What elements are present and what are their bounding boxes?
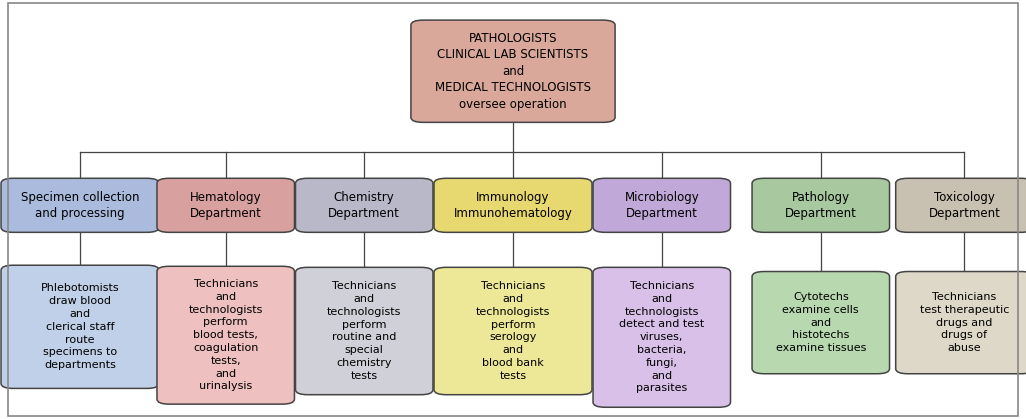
Text: Technicians
and
technologists
perform
routine and
special
chemistry
tests: Technicians and technologists perform ro… [327,281,401,381]
FancyBboxPatch shape [593,178,731,232]
Text: Phlebotomists
draw blood
and
clerical staff
route
specimens to
departments: Phlebotomists draw blood and clerical st… [41,283,119,370]
FancyBboxPatch shape [1,178,159,232]
Text: Hematology
Department: Hematology Department [190,191,262,220]
Text: Technicians
test therapeutic
drugs and
drugs of
abuse: Technicians test therapeutic drugs and d… [919,292,1010,353]
Text: Cytotechs
examine cells
and
histotechs
examine tissues: Cytotechs examine cells and histotechs e… [776,292,866,353]
Text: Microbiology
Department: Microbiology Department [625,191,699,220]
FancyBboxPatch shape [752,272,890,374]
Text: Immunology
Immunohematology: Immunology Immunohematology [453,191,573,220]
FancyBboxPatch shape [896,272,1026,374]
FancyBboxPatch shape [157,178,294,232]
FancyBboxPatch shape [896,178,1026,232]
FancyBboxPatch shape [434,267,592,395]
FancyBboxPatch shape [434,178,592,232]
Text: Technicians
and
technologists
perform
blood tests,
coagulation
tests,
and
urinal: Technicians and technologists perform bl… [189,279,263,391]
FancyBboxPatch shape [752,178,890,232]
Text: Technicians
and
technologists
perform
serology
and
blood bank
tests: Technicians and technologists perform se… [476,281,550,381]
FancyBboxPatch shape [593,267,731,407]
FancyBboxPatch shape [295,178,433,232]
FancyBboxPatch shape [410,20,615,122]
FancyBboxPatch shape [1,265,159,388]
FancyBboxPatch shape [295,267,433,395]
Text: Technicians
and
technologists
detect and test
viruses,
bacteria,
fungi,
and
para: Technicians and technologists detect and… [619,281,705,393]
Text: PATHOLOGISTS
CLINICAL LAB SCIENTISTS
and
MEDICAL TECHNOLOGISTS
oversee operation: PATHOLOGISTS CLINICAL LAB SCIENTISTS and… [435,32,591,111]
Text: Pathology
Department: Pathology Department [785,191,857,220]
Text: Specimen collection
and processing: Specimen collection and processing [21,191,140,220]
Text: Chemistry
Department: Chemistry Department [328,191,400,220]
FancyBboxPatch shape [157,266,294,404]
Text: Toxicology
Department: Toxicology Department [929,191,1000,220]
